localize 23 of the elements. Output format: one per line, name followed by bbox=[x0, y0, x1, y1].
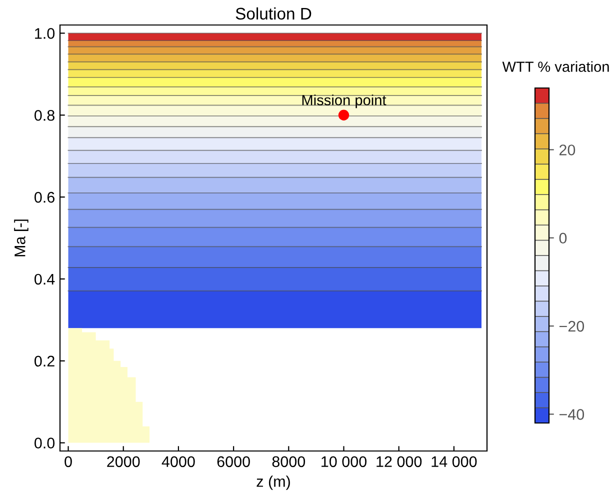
x-tick-label: 4000 bbox=[162, 456, 195, 468]
color-bar-label: 0 bbox=[559, 232, 567, 244]
annotation: Mission point bbox=[302, 94, 386, 108]
x-tick-label: 8000 bbox=[272, 456, 306, 468]
x-tick-label: 10 000 bbox=[322, 456, 367, 468]
x-tick-label: 14 000 bbox=[432, 456, 477, 468]
y-tick-label: 0.2 bbox=[34, 356, 54, 367]
y-tick-label: 0.6 bbox=[34, 192, 54, 203]
x-axis-title: z (m) bbox=[256, 476, 290, 490]
x-tick-label: 2000 bbox=[107, 456, 140, 468]
x-tick-label: 0 bbox=[64, 456, 72, 468]
y-axis-title: Ma [-] bbox=[14, 220, 28, 256]
chart-title: Solution D bbox=[236, 7, 312, 20]
x-tick-label: 6000 bbox=[217, 456, 250, 468]
color-bar-label: 20 bbox=[559, 144, 576, 156]
color-bar-title: WTT % variation bbox=[502, 61, 609, 72]
y-tick-label: 0.0 bbox=[34, 438, 55, 448]
y-tick-label: 0.8 bbox=[34, 110, 54, 121]
y-tick-label: 0.4 bbox=[34, 274, 55, 285]
y-tick-label: 1.0 bbox=[35, 28, 55, 39]
color-bar-label: −40 bbox=[559, 409, 584, 420]
color-bar-label: −20 bbox=[559, 320, 584, 332]
x-tick-label: 12 000 bbox=[376, 456, 422, 468]
